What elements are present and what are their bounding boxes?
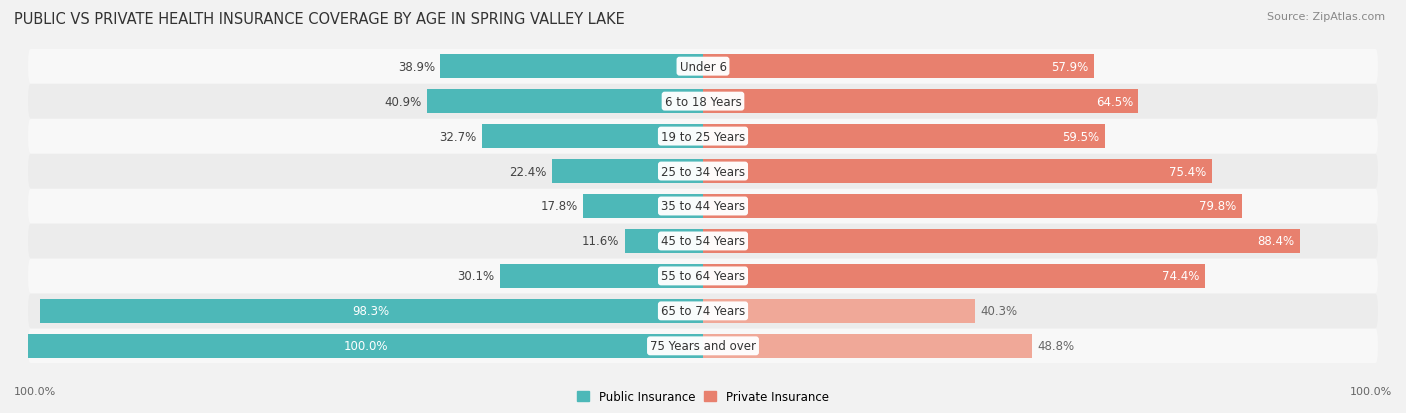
Text: Under 6: Under 6 (679, 61, 727, 74)
Bar (482, 125, 703, 149)
Bar (440, 55, 703, 79)
Bar (39, 299, 703, 323)
Bar (703, 195, 1241, 218)
Text: 64.5%: 64.5% (1095, 95, 1133, 108)
Text: 45 to 54 Years: 45 to 54 Years (661, 235, 745, 248)
Text: 55 to 64 Years: 55 to 64 Years (661, 270, 745, 283)
Text: 79.8%: 79.8% (1199, 200, 1236, 213)
FancyBboxPatch shape (28, 224, 1378, 259)
Text: 65 to 74 Years: 65 to 74 Years (661, 305, 745, 318)
Text: 48.8%: 48.8% (1038, 339, 1074, 352)
Text: 100.0%: 100.0% (1350, 387, 1392, 396)
Text: 35 to 44 Years: 35 to 44 Years (661, 200, 745, 213)
FancyBboxPatch shape (28, 294, 1378, 329)
Bar (703, 55, 1094, 79)
FancyBboxPatch shape (28, 119, 1378, 154)
Bar (427, 90, 703, 114)
FancyBboxPatch shape (28, 50, 1378, 84)
Bar (551, 160, 703, 183)
Text: 100.0%: 100.0% (14, 387, 56, 396)
FancyBboxPatch shape (28, 84, 1378, 119)
Text: 74.4%: 74.4% (1163, 270, 1199, 283)
FancyBboxPatch shape (28, 154, 1378, 189)
Legend: Public Insurance, Private Insurance: Public Insurance, Private Insurance (572, 385, 834, 408)
Text: 25 to 34 Years: 25 to 34 Years (661, 165, 745, 178)
Bar (703, 334, 1032, 358)
Bar (703, 230, 1299, 253)
Text: 30.1%: 30.1% (457, 270, 495, 283)
Text: 40.3%: 40.3% (980, 305, 1018, 318)
Text: 88.4%: 88.4% (1257, 235, 1294, 248)
Bar (703, 160, 1212, 183)
FancyBboxPatch shape (28, 259, 1378, 294)
Text: PUBLIC VS PRIVATE HEALTH INSURANCE COVERAGE BY AGE IN SPRING VALLEY LAKE: PUBLIC VS PRIVATE HEALTH INSURANCE COVER… (14, 12, 624, 27)
FancyBboxPatch shape (28, 189, 1378, 224)
Text: 17.8%: 17.8% (540, 200, 578, 213)
Text: 100.0%: 100.0% (343, 339, 388, 352)
Text: 32.7%: 32.7% (440, 130, 477, 143)
Text: Source: ZipAtlas.com: Source: ZipAtlas.com (1267, 12, 1385, 22)
Text: 38.9%: 38.9% (398, 61, 434, 74)
Text: 75 Years and over: 75 Years and over (650, 339, 756, 352)
Text: 75.4%: 75.4% (1170, 165, 1206, 178)
Bar (703, 299, 974, 323)
Bar (703, 264, 1205, 288)
Text: 59.5%: 59.5% (1062, 130, 1099, 143)
Text: 22.4%: 22.4% (509, 165, 547, 178)
Text: 11.6%: 11.6% (582, 235, 619, 248)
Text: 19 to 25 Years: 19 to 25 Years (661, 130, 745, 143)
Bar (501, 264, 703, 288)
Bar (624, 230, 703, 253)
Text: 40.9%: 40.9% (384, 95, 422, 108)
Bar (703, 125, 1105, 149)
Bar (703, 90, 1139, 114)
Bar (28, 334, 703, 358)
Text: 98.3%: 98.3% (353, 305, 389, 318)
Text: 6 to 18 Years: 6 to 18 Years (665, 95, 741, 108)
Bar (583, 195, 703, 218)
FancyBboxPatch shape (28, 329, 1378, 363)
Text: 57.9%: 57.9% (1052, 61, 1088, 74)
